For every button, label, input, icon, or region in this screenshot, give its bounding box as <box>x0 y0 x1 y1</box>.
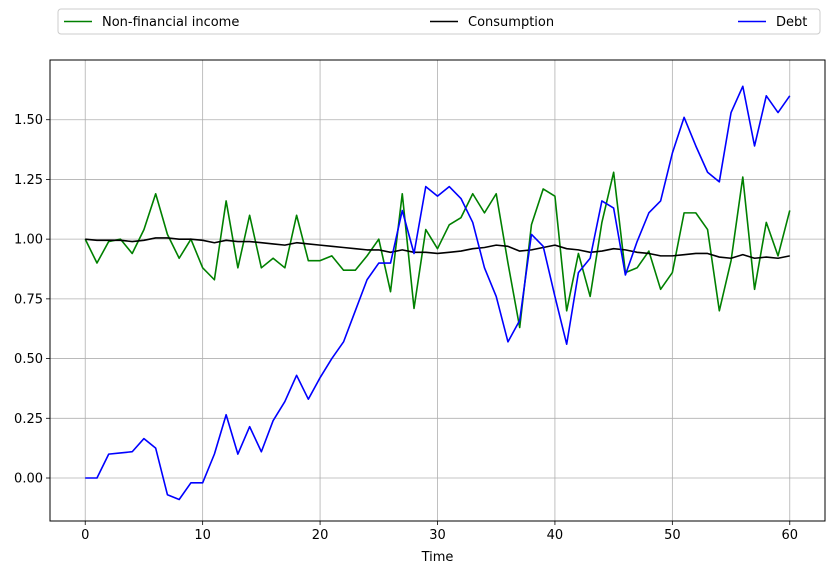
legend-entry-debt: Debt <box>738 15 807 30</box>
legend-entry-non-financial-income: Non-financial income <box>64 15 239 30</box>
y-tick-label: 1.50 <box>14 113 43 128</box>
series-line-debt <box>85 85 791 501</box>
x-tick-label: 10 <box>194 528 211 543</box>
legend-label: Non-financial income <box>102 15 239 30</box>
y-axis-ticks: 0.00 0.25 0.50 0.75 1.00 1.25 1.50 <box>14 113 50 487</box>
y-tick-label: 0.75 <box>14 292 43 307</box>
y-tick-label: 0.00 <box>14 472 43 487</box>
x-axis-label: Time <box>421 550 454 565</box>
series-line-consumption <box>85 237 790 260</box>
legend-entries: Non-financial income Consumption Debt <box>64 15 807 30</box>
series-lines <box>84 85 791 501</box>
x-axis-ticks: 0 10 20 30 40 50 60 <box>81 521 798 543</box>
x-tick-label: 20 <box>312 528 329 543</box>
legend-label: Debt <box>776 15 807 30</box>
y-tick-label: 1.00 <box>14 233 43 248</box>
x-tick-label: 60 <box>781 528 798 543</box>
grid-lines <box>50 60 825 521</box>
x-tick-label: 30 <box>429 528 446 543</box>
legend-label: Consumption <box>468 15 554 30</box>
x-tick-label: 0 <box>81 528 89 543</box>
y-tick-label: 0.25 <box>14 412 43 427</box>
x-tick-label: 50 <box>664 528 681 543</box>
y-tick-label: 1.25 <box>14 173 43 188</box>
x-tick-label: 40 <box>547 528 564 543</box>
y-tick-label: 0.50 <box>14 352 43 367</box>
legend: Non-financial income Consumption Debt <box>57 8 821 35</box>
legend-entry-consumption: Consumption <box>430 15 554 30</box>
series-line-non-financial-income <box>84 171 791 329</box>
